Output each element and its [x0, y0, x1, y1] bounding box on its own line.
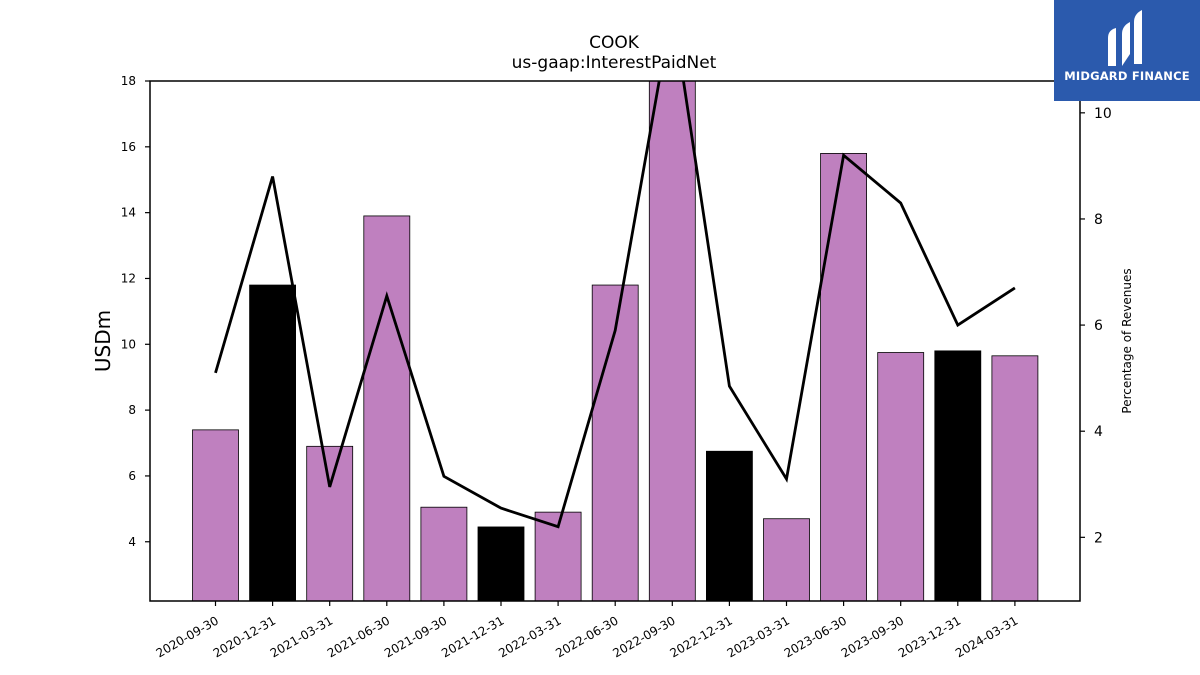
x-tick-label: 2021-09-30 — [382, 613, 449, 660]
x-tick-label: 2022-09-30 — [610, 613, 677, 660]
y2-axis-label: Percentage of Revenues — [1120, 268, 1134, 413]
x-tick-label: 2023-06-30 — [782, 613, 849, 660]
x-tick-label: 2022-03-31 — [496, 613, 563, 660]
y-tick-label: 4 — [128, 535, 136, 549]
x-tick-label: 2023-12-31 — [896, 613, 963, 660]
x-tick-label: 2020-09-30 — [154, 613, 221, 660]
y2-tick-label: 4 — [1094, 424, 1103, 440]
bar-2022-09-30 — [648, 81, 696, 601]
chart-subtitle: us-gaap:InterestPaidNet — [512, 53, 717, 73]
logo-icon — [1108, 10, 1142, 66]
bar-2021-09-30 — [420, 506, 468, 601]
x-tick-label: 2024-03-31 — [953, 613, 1020, 660]
bar-2021-12-31 — [477, 526, 525, 601]
x-tick-label: 2021-12-31 — [439, 613, 506, 660]
y-tick-label: 10 — [121, 337, 136, 351]
bar-2022-06-30 — [591, 284, 639, 601]
chart-title: COOK — [589, 33, 640, 53]
x-tick-label: 2023-09-30 — [839, 613, 906, 660]
bar-2023-12-31 — [934, 350, 982, 601]
y2-tick-label: 8 — [1094, 212, 1103, 228]
x-tick-label: 2023-03-31 — [725, 613, 792, 660]
logo-text: MIDGARD FINANCE — [1064, 69, 1190, 83]
line-group — [214, 81, 1016, 529]
bar-2020-09-30 — [192, 429, 239, 601]
bar-2023-03-31 — [763, 518, 810, 601]
y-tick-label: 14 — [121, 206, 136, 220]
y-tick-label: 16 — [121, 140, 136, 154]
bar-2024-03-31 — [991, 355, 1039, 601]
y2-tick-label: 6 — [1094, 318, 1103, 334]
bar-2022-12-31 — [706, 450, 753, 601]
bar-2021-06-30 — [363, 215, 411, 601]
revenue-percentage-line — [214, 81, 1016, 529]
bar-2023-09-30 — [877, 352, 925, 601]
y-tick-label: 12 — [121, 271, 136, 285]
x-tick-label: 2022-12-31 — [667, 613, 734, 660]
y-tick-label: 8 — [128, 403, 136, 417]
y-axis-label: USDm — [91, 310, 115, 372]
bar-group — [192, 81, 1039, 601]
company-logo: MIDGARD FINANCE — [1054, 0, 1200, 101]
bar-2021-03-31 — [306, 445, 354, 601]
x-tick-label: 2021-06-30 — [325, 613, 392, 660]
y-tick-label: 18 — [121, 74, 136, 88]
x-tick-label: 2022-06-30 — [553, 613, 620, 660]
bar-2020-12-31 — [249, 284, 297, 601]
y-tick-label: 6 — [128, 469, 136, 483]
bar-2023-06-30 — [820, 153, 867, 601]
x-tick-label: 2020-12-31 — [211, 613, 278, 660]
y2-tick-label: 10 — [1094, 106, 1112, 122]
y2-tick-label: 2 — [1094, 530, 1103, 546]
x-tick-label: 2021-03-31 — [268, 613, 335, 660]
